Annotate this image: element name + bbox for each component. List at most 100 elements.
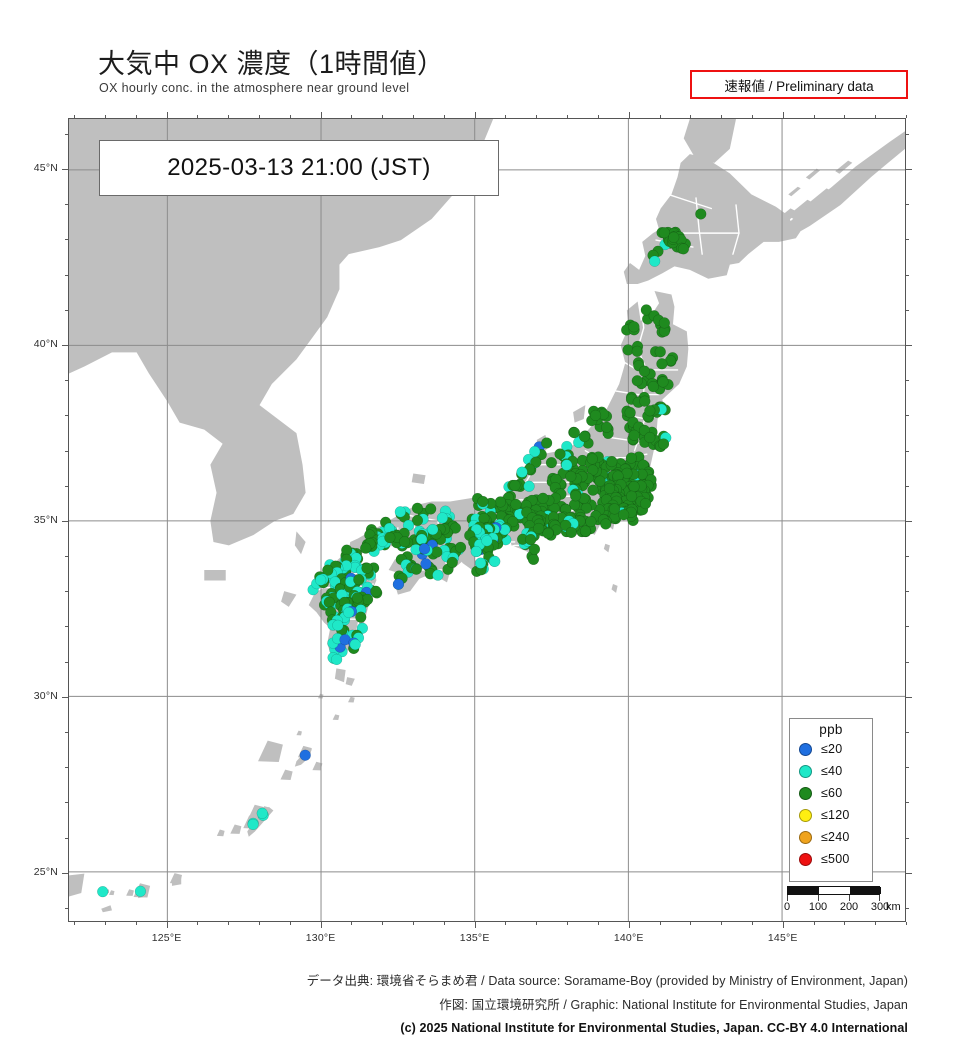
station-marker[interactable]: [631, 375, 643, 387]
station-marker[interactable]: [644, 431, 656, 444]
station-marker[interactable]: [631, 345, 643, 357]
station-marker[interactable]: [578, 430, 591, 443]
station-marker[interactable]: [299, 749, 311, 761]
station-marker[interactable]: [529, 445, 541, 458]
station-marker[interactable]: [477, 495, 489, 508]
station-marker[interactable]: [585, 515, 597, 528]
station-marker[interactable]: [97, 886, 109, 898]
station-marker[interactable]: [625, 452, 637, 464]
station-marker[interactable]: [541, 437, 553, 449]
station-marker[interactable]: [134, 885, 147, 897]
station-marker[interactable]: [569, 490, 582, 502]
station-marker[interactable]: [527, 553, 540, 566]
station-marker[interactable]: [533, 522, 545, 535]
station-marker[interactable]: [542, 527, 554, 540]
station-marker[interactable]: [384, 531, 396, 544]
station-marker[interactable]: [398, 536, 411, 548]
station-marker[interactable]: [618, 509, 630, 521]
station-marker[interactable]: [654, 346, 666, 358]
station-marker[interactable]: [494, 496, 507, 508]
station-marker[interactable]: [639, 498, 652, 510]
station-marker[interactable]: [343, 606, 355, 619]
station-marker[interactable]: [658, 317, 671, 329]
station-marker[interactable]: [656, 358, 668, 370]
station-marker[interactable]: [561, 459, 573, 471]
station-marker[interactable]: [640, 304, 652, 316]
station-marker[interactable]: [361, 562, 373, 574]
station-marker[interactable]: [416, 533, 428, 545]
map-plot-area[interactable]: [68, 118, 906, 922]
station-marker[interactable]: [370, 585, 382, 597]
station-marker[interactable]: [625, 490, 638, 502]
station-marker[interactable]: [360, 542, 372, 554]
station-marker[interactable]: [587, 464, 599, 476]
station-marker[interactable]: [418, 543, 431, 555]
station-marker[interactable]: [587, 484, 599, 496]
station-marker[interactable]: [579, 525, 592, 537]
station-marker[interactable]: [628, 321, 640, 333]
station-marker[interactable]: [695, 208, 707, 220]
station-marker[interactable]: [411, 502, 424, 514]
station-marker[interactable]: [247, 818, 259, 831]
station-marker[interactable]: [628, 429, 640, 441]
station-marker[interactable]: [432, 569, 444, 581]
station-marker[interactable]: [606, 455, 618, 468]
station-marker[interactable]: [523, 480, 535, 492]
station-marker[interactable]: [554, 448, 566, 460]
station-marker[interactable]: [624, 406, 636, 419]
station-marker[interactable]: [470, 545, 482, 558]
station-marker[interactable]: [638, 365, 651, 377]
station-marker[interactable]: [668, 231, 680, 243]
station-marker[interactable]: [589, 409, 602, 421]
station-marker[interactable]: [649, 255, 661, 267]
station-marker[interactable]: [323, 596, 335, 608]
station-marker[interactable]: [657, 438, 670, 450]
station-marker[interactable]: [411, 514, 424, 527]
station-marker[interactable]: [489, 555, 501, 568]
station-marker[interactable]: [525, 533, 537, 546]
station-marker[interactable]: [510, 498, 522, 511]
station-marker[interactable]: [657, 376, 669, 388]
station-marker[interactable]: [608, 503, 621, 515]
station-marker[interactable]: [586, 453, 598, 465]
station-marker[interactable]: [454, 541, 467, 553]
station-marker[interactable]: [530, 456, 542, 468]
station-marker[interactable]: [507, 515, 519, 528]
station-marker[interactable]: [394, 506, 406, 518]
station-marker[interactable]: [528, 543, 541, 555]
station-marker[interactable]: [677, 243, 690, 255]
station-marker[interactable]: [568, 427, 581, 439]
station-marker[interactable]: [516, 466, 528, 478]
station-marker[interactable]: [355, 611, 367, 623]
station-marker[interactable]: [427, 523, 439, 536]
station-marker[interactable]: [436, 512, 449, 524]
station-marker[interactable]: [628, 480, 640, 493]
station-marker[interactable]: [353, 574, 365, 586]
station-marker[interactable]: [658, 227, 670, 239]
station-marker[interactable]: [481, 535, 493, 547]
station-marker[interactable]: [603, 482, 616, 495]
station-marker[interactable]: [647, 380, 659, 393]
station-marker[interactable]: [509, 479, 521, 492]
station-marker[interactable]: [351, 592, 364, 604]
station-marker[interactable]: [565, 470, 577, 483]
station-marker[interactable]: [431, 546, 443, 558]
station-marker[interactable]: [331, 653, 343, 666]
station-marker[interactable]: [425, 503, 437, 515]
station-marker[interactable]: [410, 563, 423, 575]
station-marker[interactable]: [446, 556, 458, 569]
station-marker[interactable]: [545, 457, 558, 469]
station-marker[interactable]: [474, 557, 487, 569]
station-marker[interactable]: [256, 807, 268, 819]
station-marker[interactable]: [639, 395, 651, 407]
station-marker[interactable]: [644, 405, 656, 417]
station-marker[interactable]: [565, 526, 577, 539]
station-marker[interactable]: [600, 518, 612, 530]
station-marker[interactable]: [601, 421, 613, 433]
station-marker[interactable]: [349, 638, 361, 651]
station-marker[interactable]: [537, 492, 549, 504]
station-marker[interactable]: [315, 574, 327, 586]
station-marker[interactable]: [392, 578, 405, 590]
station-marker[interactable]: [594, 475, 606, 487]
station-marker[interactable]: [332, 619, 344, 631]
